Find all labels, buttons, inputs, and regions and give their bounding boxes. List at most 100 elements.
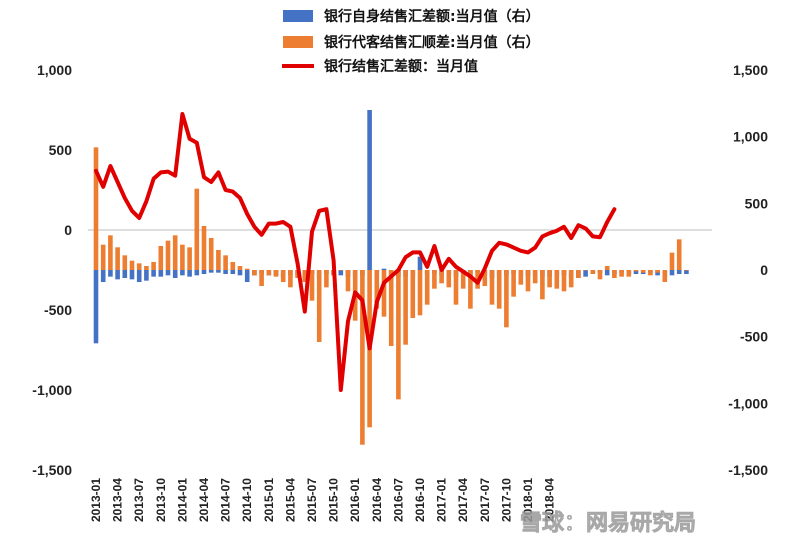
bar-agent	[417, 270, 423, 316]
bar-agent	[633, 270, 639, 272]
bar-self	[655, 270, 660, 276]
x-tick-label: 2013-01	[89, 478, 103, 522]
x-axis: 2013-01 2013-04 2013-07 2013-10 2014-01 2014-…	[89, 478, 557, 522]
bar-agent	[446, 270, 452, 288]
bar-self	[676, 270, 682, 274]
bar-agent	[223, 255, 228, 270]
x-tick-label: 2013-04	[111, 478, 125, 522]
series-agent-bars	[93, 147, 689, 445]
bar-self	[223, 270, 228, 274]
bar-agent	[115, 247, 120, 270]
bar-agent	[583, 270, 588, 271]
bar-agent	[129, 260, 135, 270]
x-tick-label: 2014-01	[175, 478, 189, 522]
bar-agent	[511, 270, 516, 297]
bar-self	[158, 270, 164, 277]
bar-agent	[338, 270, 344, 271]
bar-self	[115, 270, 120, 280]
bar-self	[230, 270, 236, 274]
bar-agent	[604, 266, 610, 270]
bar-agent	[288, 270, 293, 288]
bar-agent	[597, 270, 603, 280]
bar-agent	[237, 266, 243, 270]
bar-agent	[388, 270, 394, 346]
x-tick-label: 2018-01	[521, 478, 535, 522]
bar-agent	[381, 270, 387, 317]
right-tick-label: 500	[745, 195, 769, 211]
bar-agent	[180, 244, 185, 270]
bar-agent	[532, 270, 538, 284]
bar-agent	[468, 270, 473, 309]
bar-self	[244, 270, 250, 282]
right-tick-label: -1,000	[728, 395, 768, 411]
right-tick-label: 1,000	[733, 129, 768, 145]
bar-self	[187, 270, 192, 277]
x-tick-label: 2014-07	[219, 478, 233, 522]
bar-agent	[561, 270, 567, 292]
bar-agent	[136, 263, 142, 270]
bar-agent	[496, 270, 502, 309]
bar-self	[604, 270, 610, 276]
bar-agent	[684, 270, 689, 271]
bar-agent	[640, 270, 646, 273]
bar-self	[684, 270, 689, 274]
legend-swatch-self	[283, 10, 313, 22]
bar-agent	[324, 270, 329, 288]
x-tick-label: 2014-10	[240, 478, 254, 522]
bar-agent	[547, 270, 552, 288]
x-tick-label: 2017-07	[478, 478, 492, 522]
bar-agent	[302, 270, 308, 282]
bar-agent	[410, 270, 416, 318]
bar-agent	[525, 270, 531, 292]
bar-agent	[165, 240, 171, 270]
legend-swatch-agent	[283, 36, 313, 48]
bar-self	[338, 270, 344, 276]
bar-agent	[676, 239, 682, 270]
bar-agent	[374, 270, 380, 309]
bar-self	[108, 270, 113, 277]
bar-agent	[172, 235, 178, 270]
bar-agent	[439, 270, 444, 284]
bar-agent	[648, 270, 653, 276]
bar-self	[216, 270, 221, 273]
bar-self	[144, 270, 149, 281]
bar-agent	[619, 270, 624, 277]
bar-agent	[259, 270, 264, 286]
bar-self	[417, 256, 423, 270]
bar-agent	[201, 226, 207, 270]
bar-self	[165, 270, 171, 276]
x-tick-label: 2017-10	[499, 478, 513, 522]
bar-agent	[108, 235, 113, 270]
x-tick-label: 2016-10	[413, 478, 427, 522]
watermark: 雪球：网易研究局	[520, 510, 696, 536]
x-tick-label: 2015-04	[283, 478, 297, 522]
bar-agent	[122, 255, 128, 270]
left-axis: 1,000 500 0 -500 -1,000 -1,500	[32, 62, 72, 478]
x-tick-label: 2016-07	[391, 478, 405, 522]
x-tick-label: 2016-04	[370, 478, 384, 522]
left-tick-label: 500	[49, 142, 73, 158]
bar-agent	[540, 270, 545, 300]
bar-agent	[432, 270, 437, 289]
bar-agent	[216, 250, 221, 270]
bar-agent	[252, 270, 257, 276]
legend: 银行自身结售汇差额:当月值（右） 银行代客结售汇顺差:当月值（右） 银行结售汇差…	[282, 8, 540, 75]
bar-agent	[158, 246, 164, 270]
bar-agent	[626, 270, 632, 277]
bar-agent	[424, 270, 430, 305]
bar-agent	[151, 262, 156, 270]
bar-agent	[273, 270, 279, 277]
bar-agent	[280, 270, 286, 282]
legend-label-agent: 银行代客结售汇顺差:当月值（右）	[324, 34, 540, 51]
legend-label-self: 银行自身结售汇差额:当月值（右）	[324, 8, 540, 25]
x-tick-label: 2013-10	[154, 478, 168, 522]
x-tick-label: 2013-07	[132, 478, 146, 522]
line-total-path	[94, 112, 617, 392]
legend-label-total: 银行结售汇差额：当月值	[324, 58, 478, 75]
bar-self	[180, 270, 185, 276]
bar-agent	[453, 270, 459, 305]
bar-agent	[144, 266, 149, 270]
left-tick-label: 1,000	[37, 62, 72, 78]
bar-self	[633, 270, 639, 274]
